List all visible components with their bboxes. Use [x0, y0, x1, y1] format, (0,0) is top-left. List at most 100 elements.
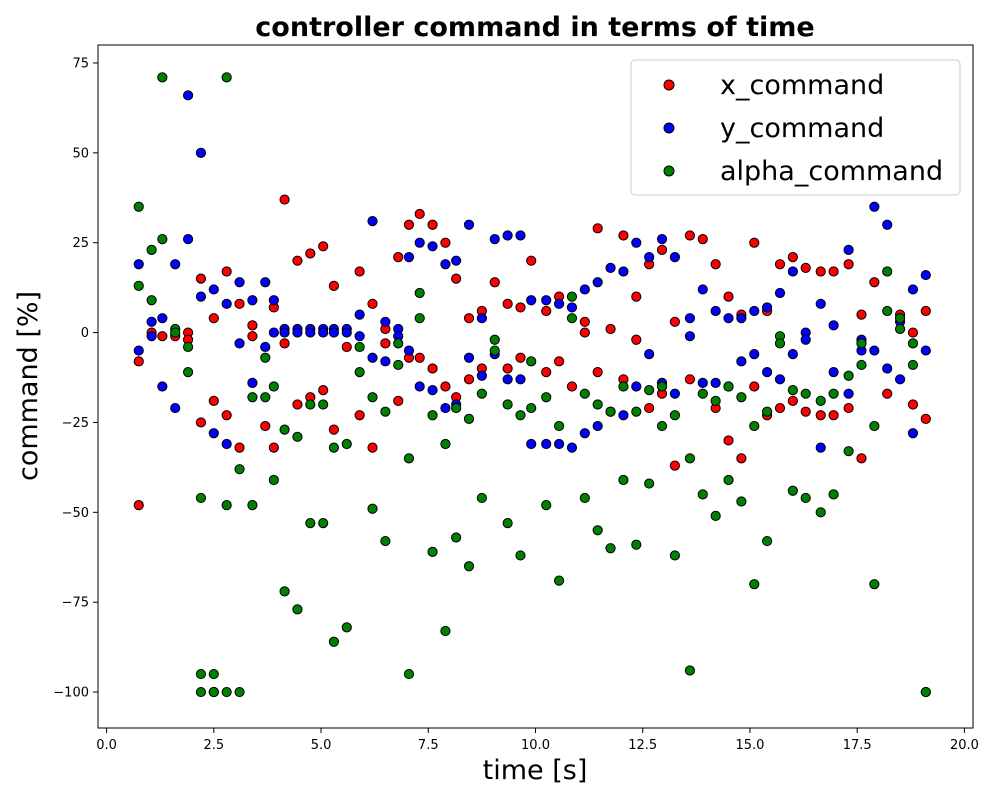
y_command-point [451, 255, 462, 266]
alpha_command-point [669, 410, 680, 421]
x_command-point [502, 298, 513, 309]
y_command-point [644, 251, 655, 263]
alpha_command-point [182, 341, 194, 353]
y_command-point [157, 381, 168, 392]
y_command-point [749, 349, 760, 360]
y_command-point [618, 266, 629, 277]
y_command-point [631, 237, 642, 248]
y_command-point [221, 438, 232, 450]
x_command-point [427, 219, 438, 230]
alpha_command-point [723, 474, 734, 486]
y_command-point [566, 302, 578, 313]
alpha_command-point [440, 438, 451, 450]
x_command-point [367, 442, 378, 453]
y_command-point [920, 269, 931, 281]
y_command-point [502, 374, 513, 385]
y_command-point [736, 313, 747, 324]
x_command-point [723, 435, 734, 446]
alpha_command-point [843, 370, 854, 381]
x_command-point [656, 244, 668, 255]
alpha_command-point [403, 453, 415, 464]
alpha_command-point [723, 381, 734, 392]
x_command-point [592, 367, 603, 378]
x_command-point [618, 230, 629, 241]
alpha_command-point [656, 420, 668, 432]
alpha_command-point [380, 535, 391, 547]
x_command-point [566, 381, 578, 392]
x_command-point [856, 309, 867, 320]
x_command-point [380, 338, 391, 349]
alpha_command-point [476, 492, 487, 504]
y_command-point [247, 295, 258, 306]
x_command-point [697, 234, 708, 245]
x_command-point [440, 381, 451, 392]
alpha_command-point [579, 492, 590, 504]
y_command-point [541, 295, 552, 306]
legend-label-alpha_command: alpha_command [720, 156, 943, 187]
y_command-point [367, 352, 378, 363]
y_command-point [541, 438, 552, 450]
y_command-point [268, 327, 279, 338]
x_command-point [787, 395, 798, 406]
alpha_command-point [869, 579, 880, 590]
x-axis-label: time [s] [483, 755, 588, 786]
alpha_command-point [305, 518, 316, 529]
y_command-point [592, 277, 603, 288]
alpha_command-point [631, 539, 642, 550]
y_command-point [843, 244, 854, 255]
alpha_command-point [182, 367, 194, 378]
alpha_command-point [318, 518, 329, 529]
alpha_command-point [787, 384, 798, 396]
x_command-point [328, 424, 340, 435]
x-tick-label: 17.5 [843, 738, 872, 753]
alpha_command-point [268, 381, 279, 392]
x_command-point [234, 442, 245, 453]
x_command-point [736, 453, 747, 464]
alpha_command-point [882, 305, 893, 317]
alpha_command-point [195, 686, 207, 698]
alpha_command-point [618, 474, 629, 486]
y_command-point [762, 302, 773, 313]
y_command-point [907, 284, 919, 295]
alpha_command-point [605, 406, 616, 417]
alpha_command-point [856, 338, 867, 349]
alpha_command-point [515, 550, 526, 561]
y_command-point [146, 331, 157, 342]
x_command-point [920, 305, 931, 317]
alpha_command-point [146, 244, 157, 255]
y_command-point [656, 234, 668, 245]
y_command-point [208, 428, 219, 439]
alpha_command-point [414, 287, 425, 299]
y_command-point [869, 201, 880, 212]
y_command-point [476, 370, 487, 381]
x_command-point [133, 356, 144, 367]
y_command-point [292, 327, 303, 338]
x_command-point [882, 388, 893, 399]
x_command-point [208, 313, 219, 324]
x_command-point [515, 302, 526, 313]
alpha_command-point [894, 313, 906, 324]
y-tick-label: 75 [72, 56, 89, 71]
series-y_command [133, 90, 931, 453]
y_command-point [247, 377, 258, 389]
x_command-point [440, 237, 451, 248]
x_command-point [292, 255, 303, 266]
alpha_command-point [463, 561, 475, 572]
x_command-point [318, 241, 329, 252]
alpha_command-point [354, 341, 365, 353]
x_command-point [328, 280, 340, 291]
y_command-point [354, 331, 365, 342]
alpha_command-point [592, 399, 603, 410]
x_command-point [774, 402, 786, 414]
alpha_command-point [451, 532, 462, 543]
alpha_command-point [762, 535, 773, 547]
y-axis-ticks: −100 −75 −50 −25 0 25 50 75 [53, 56, 98, 701]
x_command-point [354, 410, 365, 421]
x_command-point [907, 399, 919, 410]
alpha_command-point [133, 201, 144, 212]
x-tick-label: 5.0 [311, 738, 332, 753]
y_command-point [553, 438, 565, 450]
alpha_command-point [279, 424, 290, 435]
alpha_command-point [631, 406, 642, 417]
x_command-point [749, 237, 760, 248]
